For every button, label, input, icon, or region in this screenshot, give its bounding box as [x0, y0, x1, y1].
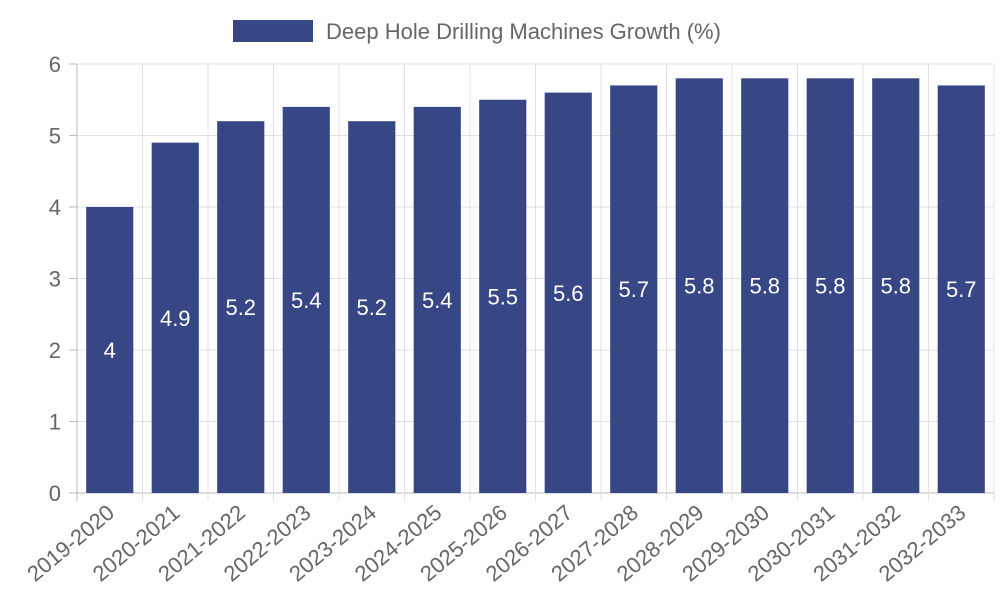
data-labels: 4 4.9 5.2 5.4 5.2 5.4 5.5 5.6 5.7 5.8 5.8 5.8 5.8 5.7: [104, 274, 977, 363]
bars: [86, 78, 985, 494]
bar-value-label: 5.4: [422, 288, 453, 313]
y-tick-label: 1: [49, 410, 61, 435]
bar[interactable]: [479, 99, 527, 493]
bar[interactable]: [348, 121, 396, 493]
bar[interactable]: [413, 106, 461, 494]
bar[interactable]: [741, 78, 789, 494]
bar[interactable]: [544, 92, 592, 493]
bar[interactable]: [151, 142, 199, 493]
y-tick-label: 3: [49, 267, 61, 292]
bar[interactable]: [806, 78, 854, 494]
y-tick-label: 4: [49, 195, 61, 220]
bar-value-label: 5.8: [815, 274, 846, 299]
bar-value-label: 4.9: [160, 306, 191, 331]
legend-label: Deep Hole Drilling Machines Growth (%): [326, 19, 721, 44]
y-tick-label: 5: [49, 124, 61, 149]
bar-value-label: 5.6: [553, 281, 584, 306]
axes: [69, 63, 77, 494]
bar-value-label: 5.7: [946, 277, 977, 302]
bar-value-label: 4: [104, 338, 116, 363]
bar[interactable]: [282, 106, 330, 494]
gridlines: [76, 63, 995, 501]
legend[interactable]: Deep Hole Drilling Machines Growth (%): [233, 19, 721, 44]
bar[interactable]: [675, 78, 723, 494]
bar[interactable]: [937, 85, 985, 493]
legend-swatch: [233, 20, 313, 42]
bar[interactable]: [86, 207, 134, 493]
bar[interactable]: [872, 78, 920, 494]
x-tick-labels: 2019-20202020-20212021-20222022-20232023…: [22, 500, 970, 587]
y-tick-label: 6: [49, 52, 61, 77]
bar-value-label: 5.2: [225, 295, 256, 320]
y-tick-label: 2: [49, 338, 61, 363]
bar-value-label: 5.8: [880, 274, 911, 299]
y-tick-labels: 0 1 2 3 4 5 6: [49, 52, 61, 506]
bar[interactable]: [217, 121, 265, 493]
bar-value-label: 5.8: [684, 274, 715, 299]
y-tick-label: 0: [49, 481, 61, 506]
bar[interactable]: [610, 85, 658, 493]
bar-value-label: 5.2: [356, 295, 387, 320]
bar-value-label: 5.5: [487, 284, 518, 309]
bar-value-label: 5.7: [618, 277, 649, 302]
bar-value-label: 5.8: [749, 274, 780, 299]
bar-value-label: 5.4: [291, 288, 322, 313]
